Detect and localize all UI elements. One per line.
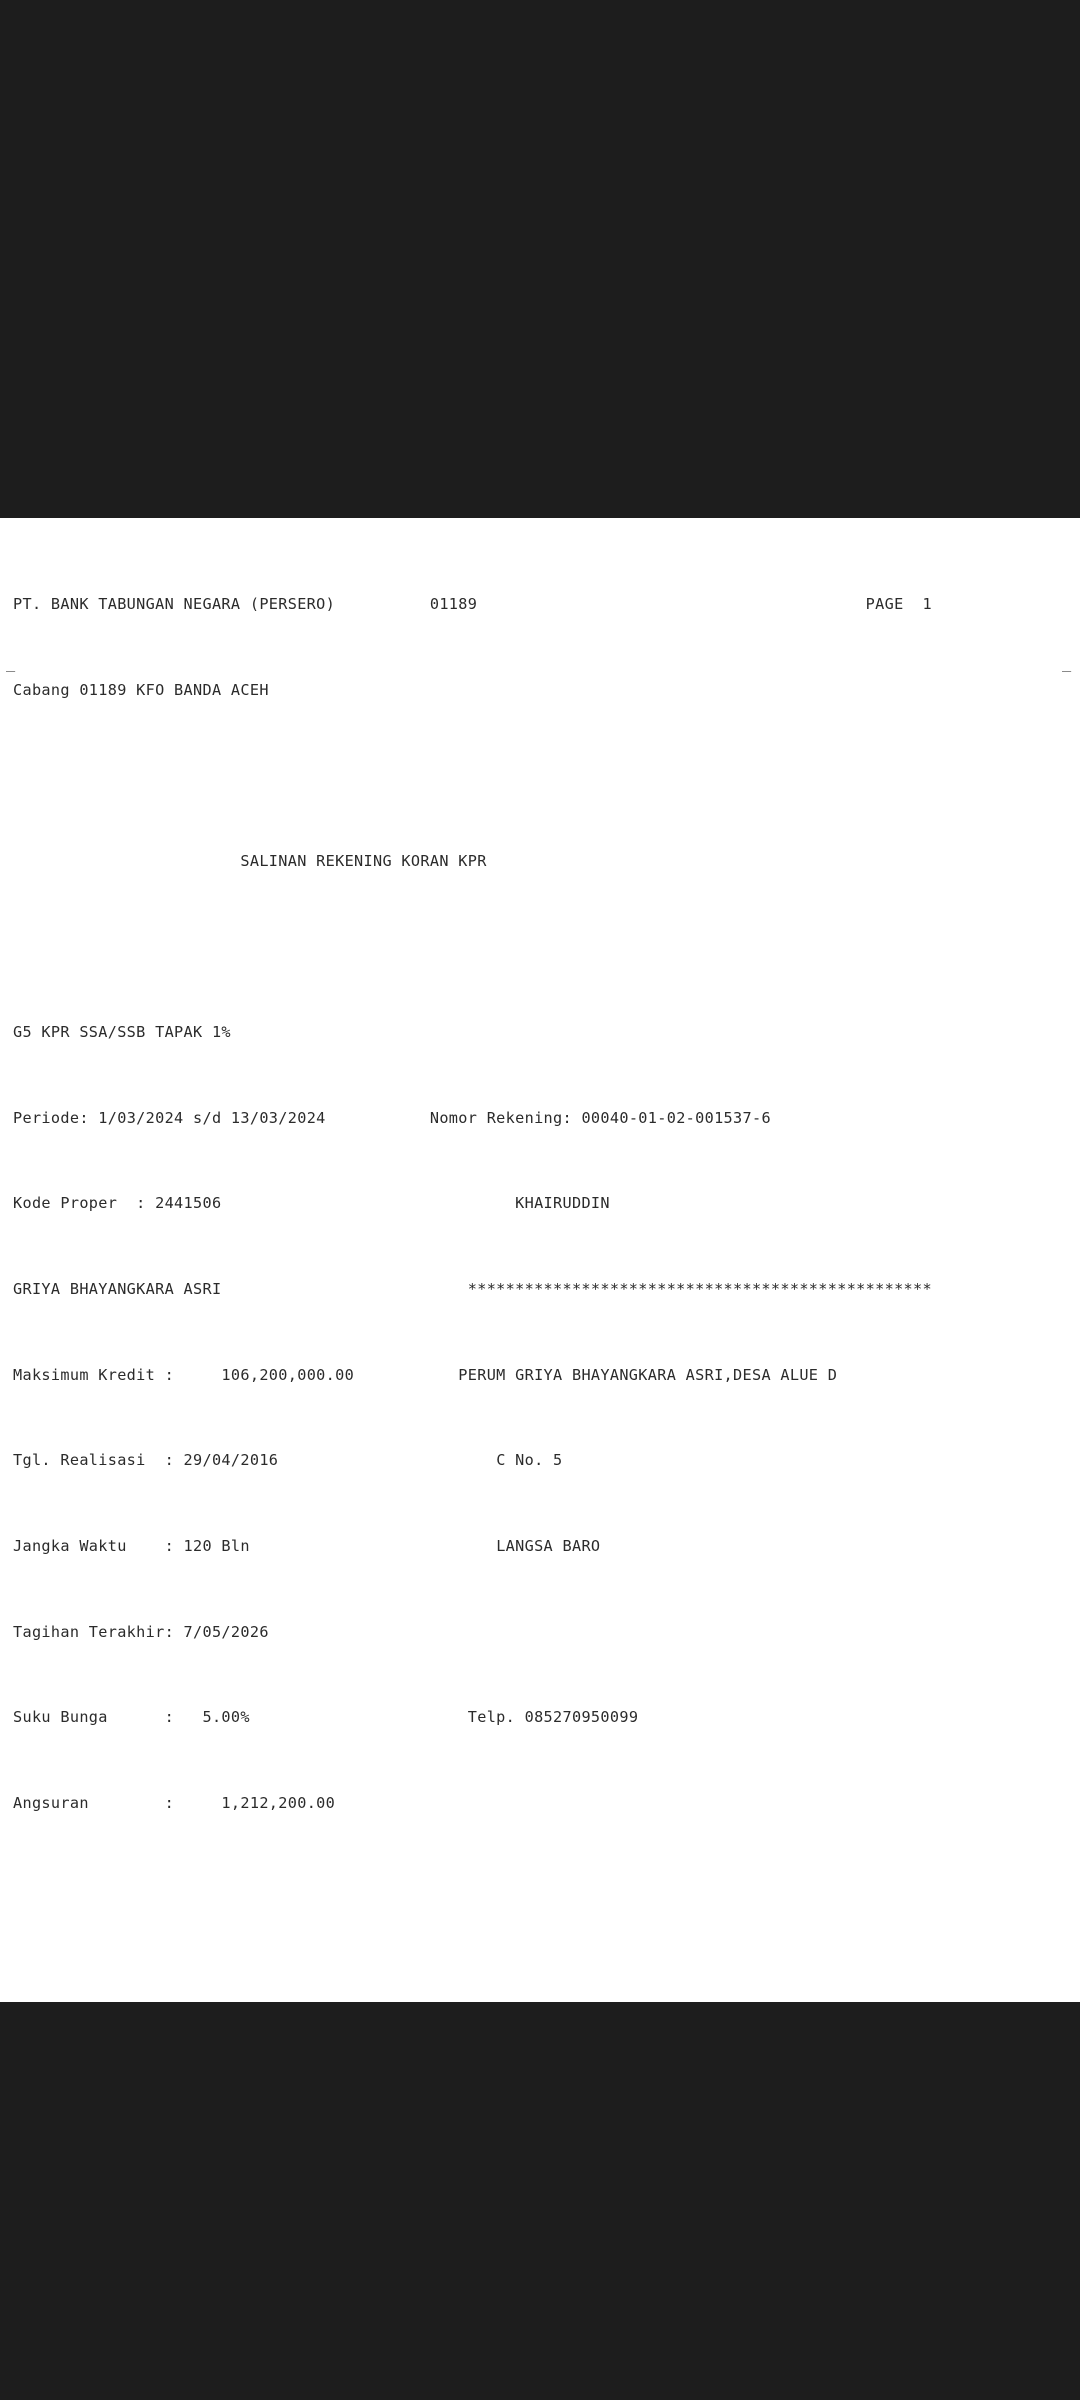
maksimum-kredit-label: Maksimum Kredit : (13, 1365, 175, 1384)
asterisk-separator: ****************************************… (467, 1280, 932, 1299)
letterbox-top (0, 0, 1080, 518)
gap (250, 1708, 468, 1726)
row-suku-bunga: Suku Bunga : 5.00% Telp. 085270950099 (13, 1707, 951, 1728)
statement-page: _ _ PT. BANK TABUNGAN NEGARA (PERSERO) 0… (0, 518, 1080, 2002)
row-periode: Periode: 1/03/2024 s/d 13/03/2024 Nomor … (13, 1108, 951, 1129)
customer-name: KHAIRUDDIN (515, 1194, 610, 1213)
row-kode-proper: Kode Proper : 2441506 KHAIRUDDIN (13, 1193, 951, 1214)
angsuran-value: 1,212,200.00 (174, 1793, 336, 1812)
document-title-row: SALINAN REKENING KORAN KPR (13, 851, 951, 872)
phone-number: Telp. 085270950099 (467, 1708, 639, 1727)
periode-label: Periode: (13, 1108, 89, 1127)
gap (278, 1451, 496, 1469)
row-tgl-realisasi: Tgl. Realisasi : 29/04/2016 C No. 5 (13, 1450, 951, 1471)
angsuran-label: Angsuran : (13, 1793, 175, 1812)
spacer (13, 937, 951, 958)
jangka-waktu-label: Jangka Waktu : (13, 1536, 175, 1555)
gap (250, 1537, 496, 1555)
gap (221, 1280, 467, 1298)
address-line-1: PERUM GRIYA BHAYANGKARA ASRI,DESA ALUE D (458, 1365, 838, 1384)
row-maksimum-kredit: Maksimum Kredit : 106,200,000.00 PERUM G… (13, 1365, 951, 1386)
bank-name: PT. BANK TABUNGAN NEGARA (PERSERO) (13, 595, 336, 614)
tgl-realisasi-label: Tgl. Realisasi : (13, 1451, 175, 1470)
letterbox-bottom (0, 2002, 1080, 2400)
row-jangka-waktu: Jangka Waktu : 120 Bln LANGSA BARO (13, 1536, 951, 1557)
spacer (13, 1943, 951, 1964)
account-number-label: Nomor Rekening: (429, 1108, 572, 1127)
product-name: G5 KPR SSA/SSB TAPAK 1% (13, 1023, 231, 1042)
document-title: SALINAN REKENING KORAN KPR (240, 852, 487, 871)
project-name: GRIYA BHAYANGKARA ASRI (13, 1280, 222, 1299)
spacer (13, 765, 951, 786)
gap (221, 1194, 515, 1212)
header-row-bank: PT. BANK TABUNGAN NEGARA (PERSERO) 01189… (13, 594, 951, 615)
address-line-3: LANGSA BARO (496, 1536, 601, 1555)
kode-proper-label: Kode Proper : (13, 1194, 146, 1213)
scan-artifact-right: _ (1062, 654, 1072, 672)
page-number: PAGE 1 (865, 595, 932, 614)
account-number: 00040-01-02-001537-6 (581, 1108, 771, 1127)
row-tagihan-terakhir: Tagihan Terakhir: 7/05/2026 (13, 1622, 951, 1643)
suku-bunga-value: 5.00% (174, 1708, 250, 1727)
branch-name: Cabang 01189 KFO BANDA ACEH (13, 680, 269, 699)
jangka-waktu-value: 120 Bln (174, 1536, 250, 1555)
branch-code: 01189 (429, 595, 478, 614)
statement-text: PT. BANK TABUNGAN NEGARA (PERSERO) 01189… (13, 530, 951, 2002)
periode-value: 1/03/2024 s/d 13/03/2024 (88, 1108, 326, 1127)
header-spacer-2 (477, 595, 865, 613)
kode-proper-value: 2441506 (145, 1194, 222, 1213)
suku-bunga-label: Suku Bunga : (13, 1708, 175, 1727)
row-project: GRIYA BHAYANGKARA ASRI *****************… (13, 1279, 951, 1300)
header-spacer-1 (335, 595, 430, 613)
spacer (13, 1878, 951, 1899)
tgl-realisasi-value: 29/04/2016 (174, 1451, 279, 1470)
title-indent (13, 852, 240, 870)
maksimum-kredit-value: 106,200,000.00 (174, 1365, 355, 1384)
gap (354, 1366, 458, 1384)
tagihan-terakhir-label: Tagihan Terakhir: (13, 1622, 175, 1641)
tagihan-terakhir-value: 7/05/2026 (174, 1622, 269, 1641)
row-angsuran: Angsuran : 1,212,200.00 (13, 1793, 951, 1814)
address-line-2: C No. 5 (496, 1451, 563, 1470)
gap (326, 1109, 430, 1127)
scan-artifact-left: _ (6, 654, 16, 672)
